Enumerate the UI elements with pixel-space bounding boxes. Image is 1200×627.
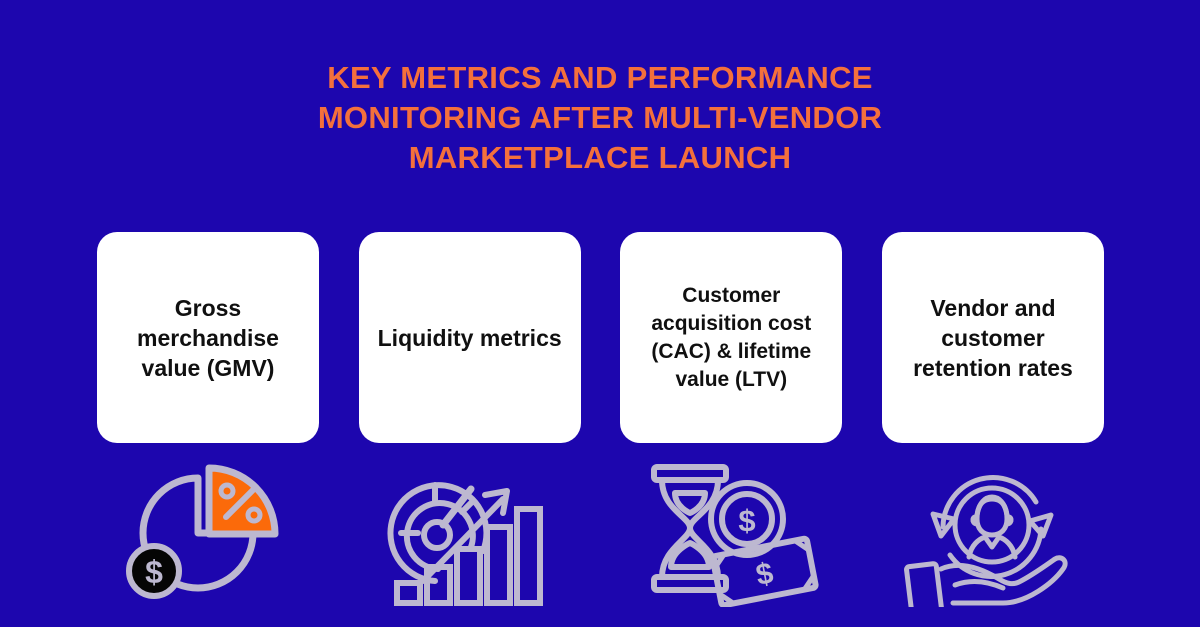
metric-card-label: Liquidity metrics — [377, 324, 562, 351]
svg-text:$: $ — [753, 557, 776, 593]
metric-card-gmv[interactable]: Gross merchandise value (GMV) — [97, 232, 319, 443]
svg-text:$: $ — [738, 503, 755, 538]
metric-card-cac-ltv[interactable]: Customer acquisition cost (CAC) & lifeti… — [620, 232, 843, 443]
metric-card-label: Vendor and customer retention rates — [913, 294, 1073, 381]
page-title-line-1: KEY METRICS AND PERFORMANCE — [327, 60, 873, 95]
gauge-bar-chart-growth-icon — [387, 482, 544, 606]
metric-card-liquidity[interactable]: Liquidity metrics — [358, 232, 581, 443]
hourglass-coin-banknote-icon: $ $ — [650, 464, 819, 607]
page-title-line-2: MONITORING AFTER MULTI-VENDOR — [317, 100, 883, 135]
hand-holding-customer-retention-icon — [903, 475, 1068, 607]
svg-text:$: $ — [145, 554, 163, 590]
icon-cell-cac-ltv: $ $ — [620, 452, 842, 612]
metric-card-label: Customer acquisition cost (CAC) & lifeti… — [651, 283, 812, 391]
page-title: KEY METRICS AND PERFORMANCE MONITORING A… — [200, 58, 1000, 178]
metric-icons-row: $ — [97, 452, 1104, 612]
icon-cell-liquidity — [359, 452, 581, 612]
metric-cards-row: Gross merchandise value (GMV) Liquidity … — [97, 232, 1104, 443]
metric-card-label: Gross merchandise value (GMV) — [137, 294, 279, 381]
icon-cell-gmv: $ — [97, 452, 319, 612]
pie-chart-percent-dollar-icon: $ — [126, 464, 279, 599]
metric-card-retention[interactable]: Vendor and customer retention rates — [881, 232, 1104, 443]
page-title-line-3: MARKETPLACE LAUNCH — [408, 140, 792, 175]
icon-cell-retention — [882, 452, 1104, 612]
